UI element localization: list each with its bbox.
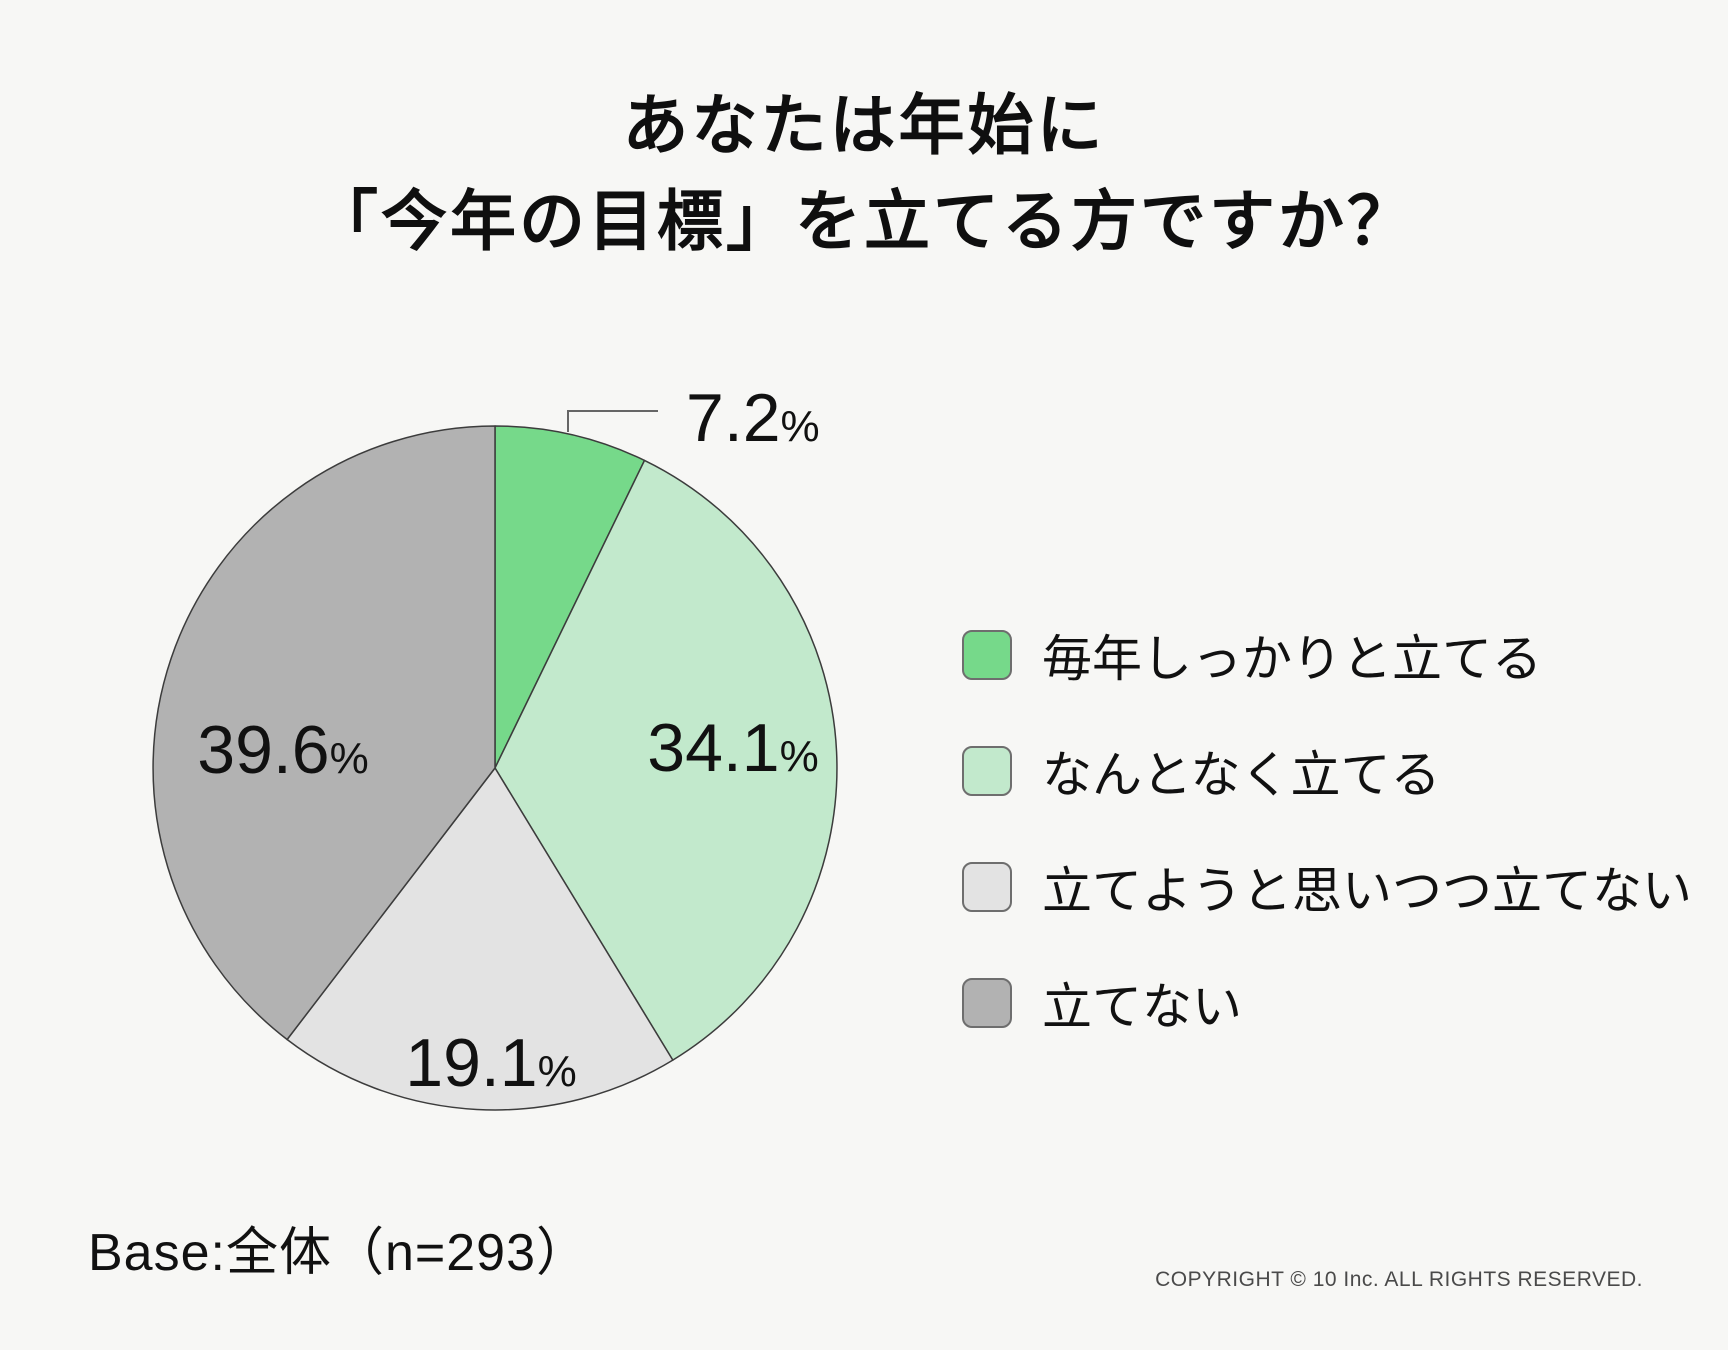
legend-item-intend-but-dont: 立てようと思いつつ立てない — [962, 851, 1692, 923]
base-note: Base:全体（n=293） — [88, 1224, 590, 1282]
slice-value-set-vaguely: 34.1% — [647, 710, 818, 786]
legend-swatch-set-firmly — [962, 630, 1012, 680]
legend-label-set-firmly: 毎年しっかりと立てる — [1042, 631, 1542, 687]
chart-title: あなたは年始に 「今年の目標」を立てる方ですか？ — [0, 78, 1728, 269]
slice-value-set-firmly: 7.2% — [686, 380, 820, 456]
pie-slice-set-vaguely — [494, 459, 838, 1061]
legend: 毎年しっかりと立てる なんとなく立てる 立てようと思いつつ立てない 立てない — [962, 619, 1692, 1039]
legend-label-dont-set: 立てない — [1042, 979, 1242, 1035]
legend-label-set-vaguely: なんとなく立てる — [1042, 747, 1441, 803]
pie-slice-intend-but-dont — [286, 767, 674, 1111]
legend-item-dont-set: 立てない — [962, 967, 1692, 1039]
legend-swatch-dont-set — [962, 978, 1012, 1028]
callout-leader-line — [567, 410, 658, 432]
legend-swatch-intend-but-dont — [962, 862, 1012, 912]
legend-label-intend-but-dont: 立てようと思いつつ立てない — [1042, 863, 1692, 919]
chart-title-line1: あなたは年始に — [622, 88, 1106, 162]
slice-value-intend-but-dont: 19.1% — [405, 1025, 576, 1101]
slice-value-dont-set: 39.6% — [197, 712, 368, 788]
pie-slice-set-firmly — [494, 425, 646, 769]
copyright: COPYRIGHT © 10 Inc. ALL RIGHTS RESERVED. — [1155, 1268, 1643, 1291]
pie-slice-dont-set — [152, 425, 496, 1041]
chart-title-line2: 「今年の目標」を立てる方ですか？ — [312, 183, 1416, 258]
legend-item-set-firmly: 毎年しっかりと立てる — [962, 619, 1692, 691]
legend-swatch-set-vaguely — [962, 746, 1012, 796]
legend-item-set-vaguely: なんとなく立てる — [962, 735, 1692, 807]
